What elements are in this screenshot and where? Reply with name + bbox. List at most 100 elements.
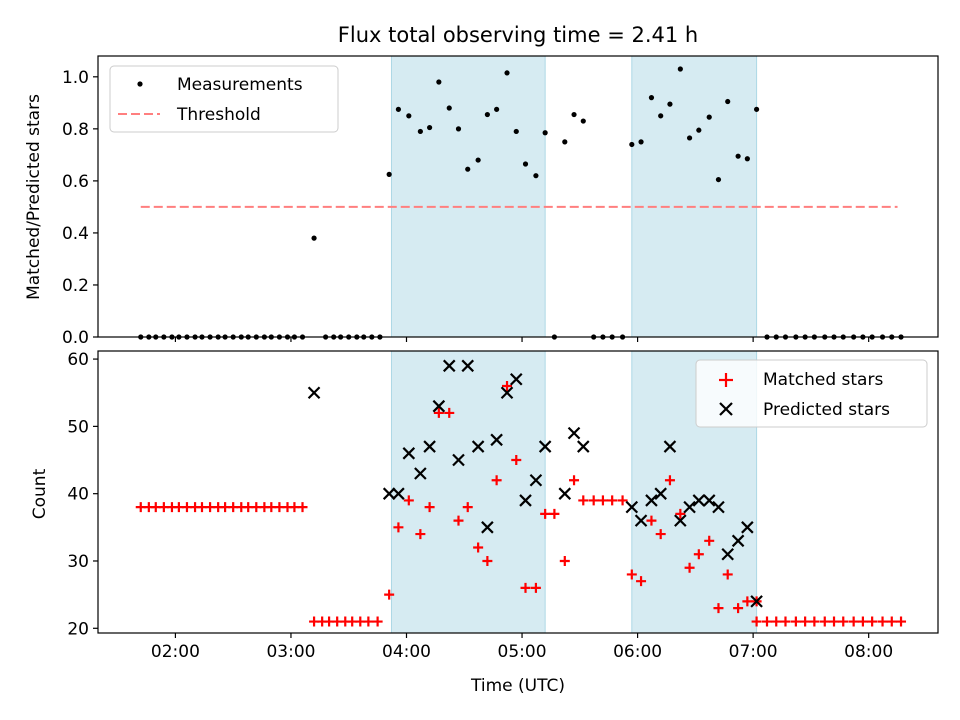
predicted-star-point — [683, 500, 696, 514]
matched-star-point — [617, 495, 628, 506]
predicted-star-point — [382, 487, 396, 500]
matched-star-point — [520, 582, 531, 593]
predicted-star-point — [625, 500, 639, 514]
predicted-star-point — [414, 467, 427, 480]
measurement-point — [395, 106, 402, 112]
predicted-star-point — [634, 514, 648, 527]
observing-window-2 — [631, 55, 758, 338]
matched-star-point — [809, 616, 820, 627]
observing-window-1 — [390, 350, 546, 634]
count-shaded-intervals — [390, 350, 758, 634]
matched-star-point — [491, 475, 502, 486]
matched-star-point — [761, 616, 772, 627]
matched-star-point — [626, 569, 637, 580]
matched-star-point — [655, 529, 666, 540]
matched-star-point — [704, 535, 715, 546]
count-panel: 20 30 40 50 60 02:00 03:00 04:00 05:00 06:00 07:0… — [30, 350, 939, 696]
matched-star-point — [733, 603, 744, 614]
ratio-legend: Measurements Threshold — [109, 65, 339, 133]
matched-star-point — [453, 515, 464, 526]
measurement-point — [494, 106, 500, 112]
measurement-point — [638, 139, 644, 145]
matched-star-point — [848, 616, 859, 627]
y-tick-label: 0.0 — [62, 328, 89, 348]
measurement-point — [455, 126, 462, 132]
predicted-star-point — [663, 440, 677, 453]
measurement-point — [696, 127, 702, 133]
matched-star-point — [886, 616, 897, 627]
measurement-point — [465, 166, 471, 172]
count-y-ticks: 20 30 40 50 60 — [67, 350, 98, 639]
matched-star-point — [424, 502, 435, 513]
predicted-star-point — [490, 433, 503, 447]
measurement-point — [686, 135, 693, 141]
predicted-star-point — [702, 494, 716, 507]
matched-star-point — [559, 555, 570, 566]
predicted-star-point — [674, 514, 687, 527]
measurement-point — [475, 157, 481, 163]
matched-star-point — [415, 529, 426, 540]
predicted-star-point — [509, 372, 523, 386]
matched-star-point — [578, 495, 589, 506]
ratio-x-ticks — [174, 337, 870, 342]
matched-star-point — [636, 576, 647, 587]
matched-star-point — [511, 455, 522, 466]
y-tick-label: 50 — [67, 417, 89, 437]
x-tick-label: 07:00 — [729, 642, 778, 662]
matched-star-point — [751, 616, 762, 627]
y-tick-label: 20 — [67, 619, 89, 639]
matched-star-point — [838, 616, 849, 627]
matched-star-point — [607, 495, 618, 506]
measurement-point — [484, 111, 490, 118]
predicted-star-point — [392, 487, 405, 500]
measurement-point — [436, 79, 442, 85]
x-tick-label: 06:00 — [613, 642, 662, 662]
chart-title: Flux total observing time = 2.41 h — [338, 23, 698, 47]
matched-star-point — [646, 515, 657, 526]
ratio-markers — [138, 66, 904, 340]
ratio-axes-frame — [97, 55, 939, 338]
matched-star-point — [857, 616, 868, 627]
matched-star-point — [867, 616, 878, 627]
predicted-star-point — [442, 359, 456, 373]
measurement-point — [427, 124, 433, 131]
predicted-star-point — [567, 426, 581, 440]
measurements-legend-label: Measurements — [177, 75, 303, 95]
threshold-legend-label: Threshold — [176, 105, 261, 125]
matched-star-point — [393, 522, 404, 533]
matched-star-point — [297, 502, 308, 513]
matched-star-point — [780, 616, 791, 627]
measurement-point — [417, 128, 423, 135]
matched-star-point — [742, 596, 753, 607]
measurement-point — [715, 176, 722, 183]
measurement-point — [562, 139, 568, 145]
x-tick-label: 02:00 — [151, 642, 200, 662]
predicted-star-point — [423, 440, 436, 453]
measurement-point — [311, 235, 317, 241]
matched-star-point — [713, 603, 724, 614]
count-y-axis-label: Count — [30, 468, 50, 519]
measurement-point — [513, 128, 519, 135]
predicted-star-point — [307, 386, 321, 400]
predicted-star-point — [741, 521, 754, 534]
measurement-point — [629, 141, 635, 148]
predicted-star-point — [654, 487, 667, 500]
x-tick-label: 08:00 — [844, 642, 893, 662]
matched-star-point — [588, 495, 599, 506]
measurement-point — [648, 95, 655, 101]
matched-legend-marker — [719, 373, 733, 387]
count-legend: Matched stars Predicted stars — [695, 359, 928, 428]
predicted-star-point — [692, 494, 706, 507]
matched-star-point — [722, 569, 733, 580]
y-tick-label: 0.8 — [62, 120, 89, 140]
predicted-star-point — [558, 487, 572, 500]
matched-star-point — [473, 542, 484, 553]
predicted-star-point — [402, 447, 416, 460]
x-tick-label: 04:00 — [382, 642, 431, 662]
matched-star-point — [502, 380, 513, 391]
count-x-axis-label: Time (UTC) — [470, 676, 565, 696]
matched-star-point — [530, 582, 541, 593]
count-markers — [135, 359, 907, 627]
matched-star-point — [684, 562, 695, 573]
